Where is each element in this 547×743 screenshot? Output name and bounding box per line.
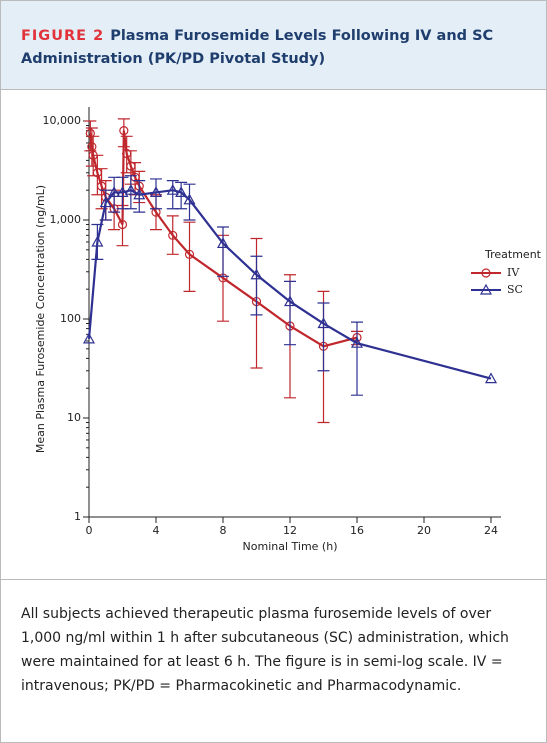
data-point xyxy=(116,186,129,198)
error-bar xyxy=(317,302,330,372)
y-tick-label: 100 xyxy=(60,312,81,325)
y-tick-label: 10 xyxy=(67,411,81,424)
error-bar xyxy=(183,221,196,293)
data-point xyxy=(126,161,136,171)
x-tick-label: 0 xyxy=(86,524,93,537)
figure-title: Plasma Furosemide Levels Following IV an… xyxy=(21,28,494,67)
data-point xyxy=(350,336,364,348)
error-bar xyxy=(284,280,296,346)
data-point xyxy=(216,237,230,249)
legend-label: IV xyxy=(507,266,520,279)
data-point xyxy=(87,142,97,152)
data-point xyxy=(166,183,179,195)
y-axis-label: Mean Plasma Furosemide Concentration (ng… xyxy=(34,185,47,453)
data-point xyxy=(124,183,137,195)
x-tick-label: 24 xyxy=(484,524,498,537)
data-point xyxy=(184,249,195,259)
data-point xyxy=(119,125,129,136)
y-tick-label: 1,000 xyxy=(50,213,82,226)
data-point xyxy=(91,235,104,247)
chart: Mean Plasma Furosemide Concentration (ng… xyxy=(34,107,542,553)
data-point xyxy=(88,150,98,160)
figure-label: FIGURE 2 xyxy=(21,28,105,44)
x-tick-label: 4 xyxy=(153,524,160,537)
error-bar xyxy=(250,255,263,316)
error-bar xyxy=(150,178,162,210)
data-point xyxy=(183,193,196,205)
data-point xyxy=(484,372,498,384)
data-point xyxy=(133,188,146,200)
x-axis-label: Nominal Time (h) xyxy=(243,540,338,553)
error-bar xyxy=(183,183,196,221)
data-point xyxy=(168,230,178,240)
legend-label: SC xyxy=(507,283,523,296)
error-bar xyxy=(217,226,229,277)
y-tick-label: 1 xyxy=(74,510,81,523)
legend-marker xyxy=(479,283,493,295)
data-point xyxy=(149,186,163,198)
caption-box: All subjects achieved therapeutic plasma… xyxy=(1,579,546,698)
data-point xyxy=(317,317,330,329)
error-bar xyxy=(124,175,137,210)
x-tick-label: 12 xyxy=(283,524,297,537)
data-point xyxy=(117,219,128,230)
x-tick-label: 20 xyxy=(417,524,431,537)
data-point xyxy=(108,186,121,198)
series-line xyxy=(87,189,492,380)
data-point xyxy=(122,148,132,159)
data-point xyxy=(250,268,263,280)
header: FIGURE 2 Plasma Furosemide Levels Followi… xyxy=(1,1,546,90)
data-point xyxy=(92,168,102,178)
data-point xyxy=(99,196,112,208)
series-line xyxy=(89,130,358,348)
data-point xyxy=(283,295,297,307)
legend-marker xyxy=(481,268,491,278)
error-bar xyxy=(133,180,146,213)
data-point xyxy=(85,128,95,138)
legend-title: Treatment xyxy=(484,248,542,261)
x-tick-label: 8 xyxy=(220,524,227,537)
y-tick-label: 10,000 xyxy=(43,114,82,127)
data-point xyxy=(175,186,188,198)
error-bar xyxy=(351,321,363,396)
caption: All subjects achieved therapeutic plasma… xyxy=(21,606,509,694)
x-tick-label: 16 xyxy=(350,524,364,537)
data-point xyxy=(82,332,96,344)
